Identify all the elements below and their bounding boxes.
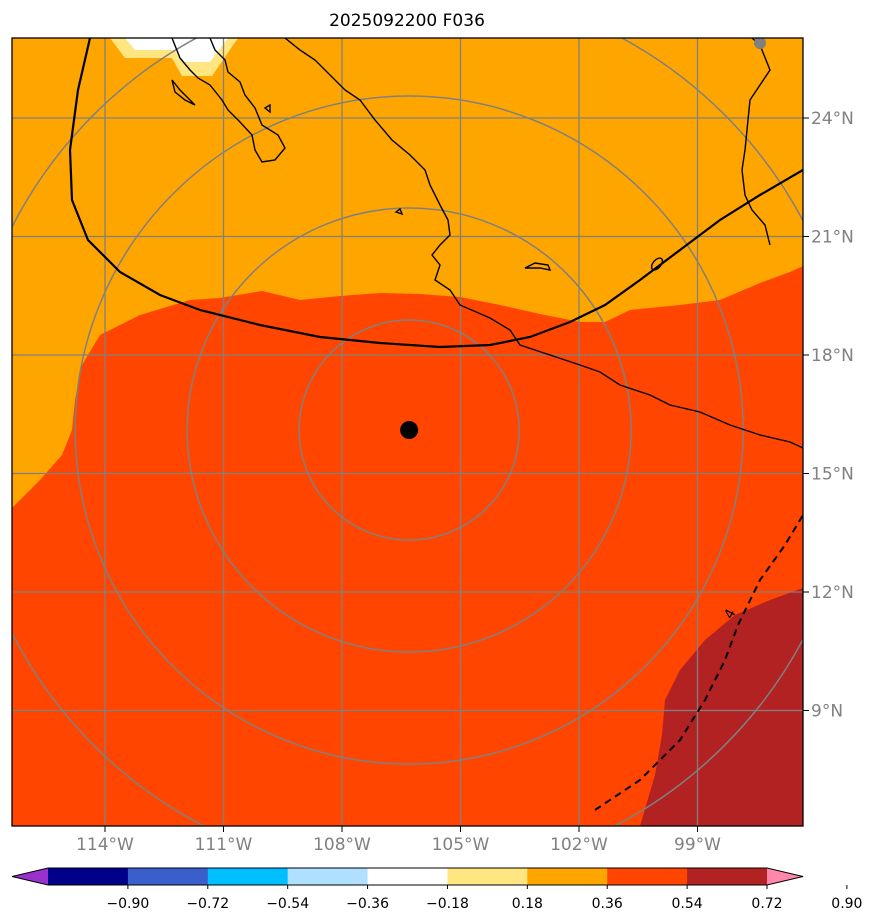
contour-solid [68,38,803,349]
storm-center-marker [400,421,419,440]
colorbar-segment-8 [687,868,768,885]
x-tick-label: 111°W [195,835,253,855]
map-frame [11,37,804,827]
colorbar-segment-5 [447,868,528,885]
x-tick-label: 105°W [432,835,490,855]
range-ring-1 [298,319,520,541]
colorbar-tick-label: −0.36 [346,896,389,912]
gridlines [12,38,803,826]
coastline-baja [171,38,286,163]
field-region-red-orange [12,266,803,826]
x-tick-label: 99°W [674,835,721,855]
x-tick-label: 102°W [550,835,608,855]
colorbar-outline [11,867,804,886]
x-axis-ticks: 114°W 111°W 108°W 105°W 102°W 99°W [76,826,721,855]
station-marker [754,38,766,49]
colorbar-segment-2 [207,868,289,885]
y-axis-ticks: 24°N 21°N 18°N 15°N 12°N 9°N [803,109,854,722]
colorbar-segment-6 [527,868,608,885]
y-tick-label: 21°N [811,228,854,248]
coastline-baja-island [263,103,271,114]
colorbar-tick-label: 0.36 [592,896,623,912]
coastline-small-island [171,79,196,106]
field-region-dark-red [640,588,803,826]
coastlines [171,38,803,449]
y-tick-label: 15°N [811,465,854,485]
y-tick-label: 9°N [811,702,843,722]
colorbar-tick-label: 0.54 [672,896,703,912]
y-tick-label: 24°N [811,109,854,129]
colorbar-tick-label: 0.90 [831,896,862,912]
colorbar-segment-4 [367,868,448,885]
colorbar-tick-label: 0.18 [512,896,543,912]
contour-dashed [594,514,803,811]
colorbar-tick-label: −0.72 [186,896,229,912]
x-tick-label: 108°W [313,835,371,855]
map-area: 4 [12,38,803,826]
colorbar-segment-7 [607,868,688,885]
colorbar-extend-high [767,868,803,885]
coastline-mainland [284,38,803,449]
colorbar-tick-label: −0.54 [266,896,309,912]
colorbar-segment-3 [287,868,369,885]
y-tick-label: 12°N [811,583,854,603]
range-ring-2 [186,207,632,653]
colorbar-tick-label: −0.90 [106,896,149,912]
colorbar-tick-label: −0.18 [426,896,469,912]
contour-small-loop [650,257,664,271]
colorbar-tick-label: 0.72 [751,896,782,912]
y-tick-label: 18°N [811,346,854,366]
coastline-lake [524,262,552,271]
colorbar-segment-1 [127,868,209,885]
coastline-small-islet [394,207,404,216]
chart-title: 2025092200 F036 [329,11,485,31]
colorbar-extend-low [12,868,48,885]
x-tick-label: 114°W [76,835,134,855]
coastline-gulf [741,38,771,246]
colorbar-segment-0 [48,868,129,885]
colorbar: −0.90 −0.72 −0.54 −0.36 −0.18 0.18 0.36 0.54 0.7… [11,867,862,912]
